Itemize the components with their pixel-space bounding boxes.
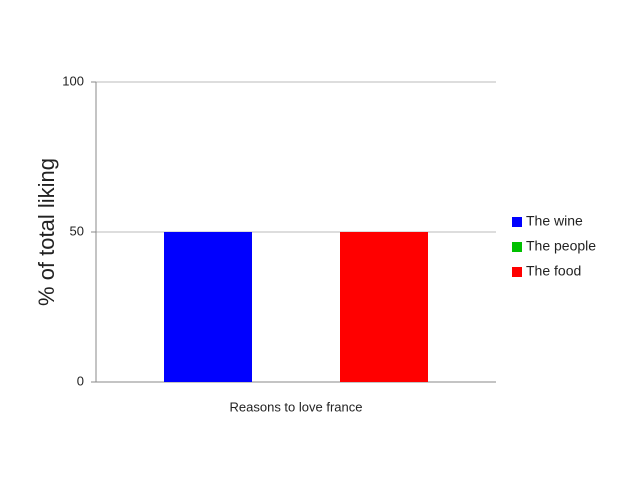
legend-label: The food xyxy=(526,263,581,279)
bar xyxy=(164,232,252,382)
y-tick-label: 0 xyxy=(77,373,84,388)
legend-swatch xyxy=(512,267,522,277)
y-tick-label: 50 xyxy=(70,223,84,238)
y-axis-label: % of total liking xyxy=(34,158,59,306)
y-tick-label: 100 xyxy=(62,73,84,88)
legend-label: The people xyxy=(526,238,596,254)
legend-swatch xyxy=(512,217,522,227)
x-tick-label: Reasons to love france xyxy=(230,399,363,414)
legend-label: The wine xyxy=(526,213,583,229)
bar xyxy=(340,232,428,382)
legend-swatch xyxy=(512,242,522,252)
